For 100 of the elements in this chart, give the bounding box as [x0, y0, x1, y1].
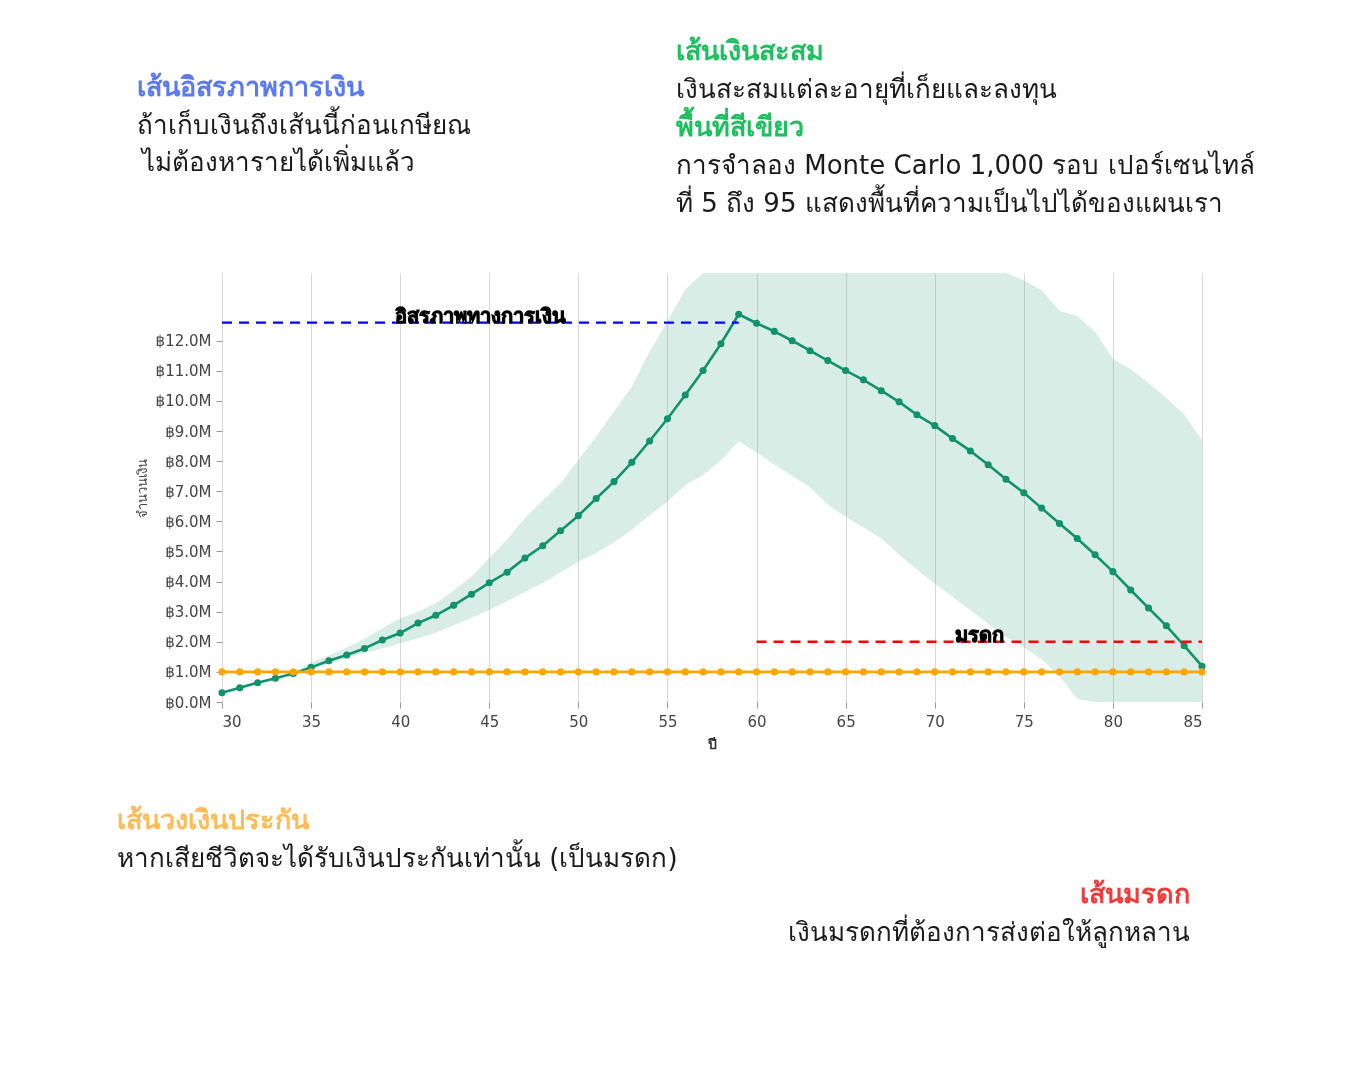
x-axis-title: ปี	[707, 735, 717, 752]
y-tick-label: ฿9.0M	[165, 422, 212, 441]
point	[414, 619, 422, 627]
point	[699, 668, 707, 676]
text: พื้นที่สีเขียว	[676, 106, 804, 142]
point	[485, 668, 493, 676]
point	[361, 668, 369, 676]
point	[432, 668, 440, 676]
text: ถ้าเก็บเงินถึงเส้นนี้ก่อนเกษียณ	[137, 106, 471, 140]
y-axis-title: จำนวนเงิน	[134, 458, 150, 518]
point	[414, 668, 422, 676]
series-label: มรดก	[954, 622, 1004, 647]
point	[574, 512, 582, 520]
point	[984, 461, 992, 469]
point	[1145, 668, 1153, 676]
point	[610, 478, 618, 486]
point	[1002, 668, 1010, 676]
point	[681, 391, 689, 399]
point	[984, 668, 992, 676]
point	[485, 579, 493, 587]
point	[1180, 668, 1188, 676]
point	[663, 415, 671, 423]
y-tick-label: ฿6.0M	[165, 512, 212, 531]
point	[1198, 662, 1206, 670]
y-tick-label: ฿11.0M	[155, 362, 212, 381]
point	[450, 668, 458, 676]
point	[1038, 668, 1046, 676]
point	[735, 668, 743, 676]
y-tick-label: ฿8.0M	[165, 452, 212, 471]
point	[788, 337, 796, 345]
point	[1091, 668, 1099, 676]
point	[592, 494, 600, 503]
point	[663, 668, 671, 676]
point	[343, 668, 351, 676]
text: การจำลอง Monte Carlo 1,000 รอบ เปอร์เซนไทล์	[676, 150, 1255, 180]
text: เส้นมรดก	[1080, 878, 1190, 909]
point	[254, 679, 262, 687]
point	[895, 398, 903, 406]
y-tick-label: ฿12.0M	[155, 332, 212, 351]
point	[931, 422, 939, 430]
text: เส้นอิสรภาพการเงิน	[137, 71, 365, 102]
point	[1020, 489, 1028, 497]
point	[842, 367, 850, 375]
x-tick-label: 45	[480, 712, 500, 731]
point	[646, 437, 654, 445]
point	[717, 668, 725, 676]
point	[1055, 519, 1063, 527]
text: เส้นเงินสะสม	[676, 35, 824, 66]
point	[378, 668, 386, 676]
point	[378, 636, 386, 644]
point	[236, 684, 244, 692]
point	[1198, 668, 1206, 676]
point	[806, 347, 814, 355]
point	[681, 668, 689, 676]
point	[949, 668, 957, 676]
point	[218, 689, 226, 697]
point	[1127, 668, 1135, 676]
text: ไม่ต้องหารายได้เพิ่มแล้ว	[140, 144, 415, 177]
y-tick-label: ฿3.0M	[165, 603, 212, 622]
point	[574, 668, 582, 676]
point	[1109, 568, 1117, 576]
point	[931, 668, 939, 676]
y-tick-label: ฿4.0M	[165, 573, 212, 592]
x-tick-label: 85	[1183, 712, 1203, 731]
point	[271, 674, 279, 682]
point	[396, 668, 404, 676]
point	[770, 668, 778, 676]
point	[361, 644, 369, 652]
y-tick-label: ฿1.0M	[165, 663, 212, 682]
point	[218, 668, 226, 676]
point	[770, 327, 778, 335]
point	[503, 668, 511, 676]
point	[753, 668, 761, 676]
point	[467, 590, 475, 598]
y-tick-label: ฿7.0M	[165, 482, 212, 501]
point	[254, 668, 262, 676]
point	[503, 568, 511, 576]
point	[788, 668, 796, 676]
point	[646, 668, 654, 676]
point	[1073, 535, 1081, 543]
text: เงินสะสมแต่ละอายุที่เก็ยและลงทุน	[676, 71, 1057, 105]
point	[521, 554, 529, 562]
point	[806, 668, 814, 676]
point	[539, 542, 547, 550]
x-tick-label: 60	[747, 712, 767, 731]
point	[966, 668, 974, 676]
point	[1073, 668, 1081, 676]
point	[966, 447, 974, 455]
point	[557, 668, 565, 676]
point	[824, 668, 832, 676]
point	[753, 319, 761, 327]
x-tick-label: 80	[1103, 712, 1123, 731]
point	[877, 668, 885, 676]
x-tick-label: 70	[925, 712, 945, 731]
x-tick-label: 40	[391, 712, 411, 731]
y-tick-label: ฿0.0M	[165, 693, 212, 712]
text: หากเสียชีวิตจะได้รับเงินประกันเท่านั้น (เป็นมรดก)	[117, 839, 678, 873]
x-tick-label: 30	[222, 712, 242, 731]
point	[396, 629, 404, 637]
point	[1109, 668, 1117, 676]
